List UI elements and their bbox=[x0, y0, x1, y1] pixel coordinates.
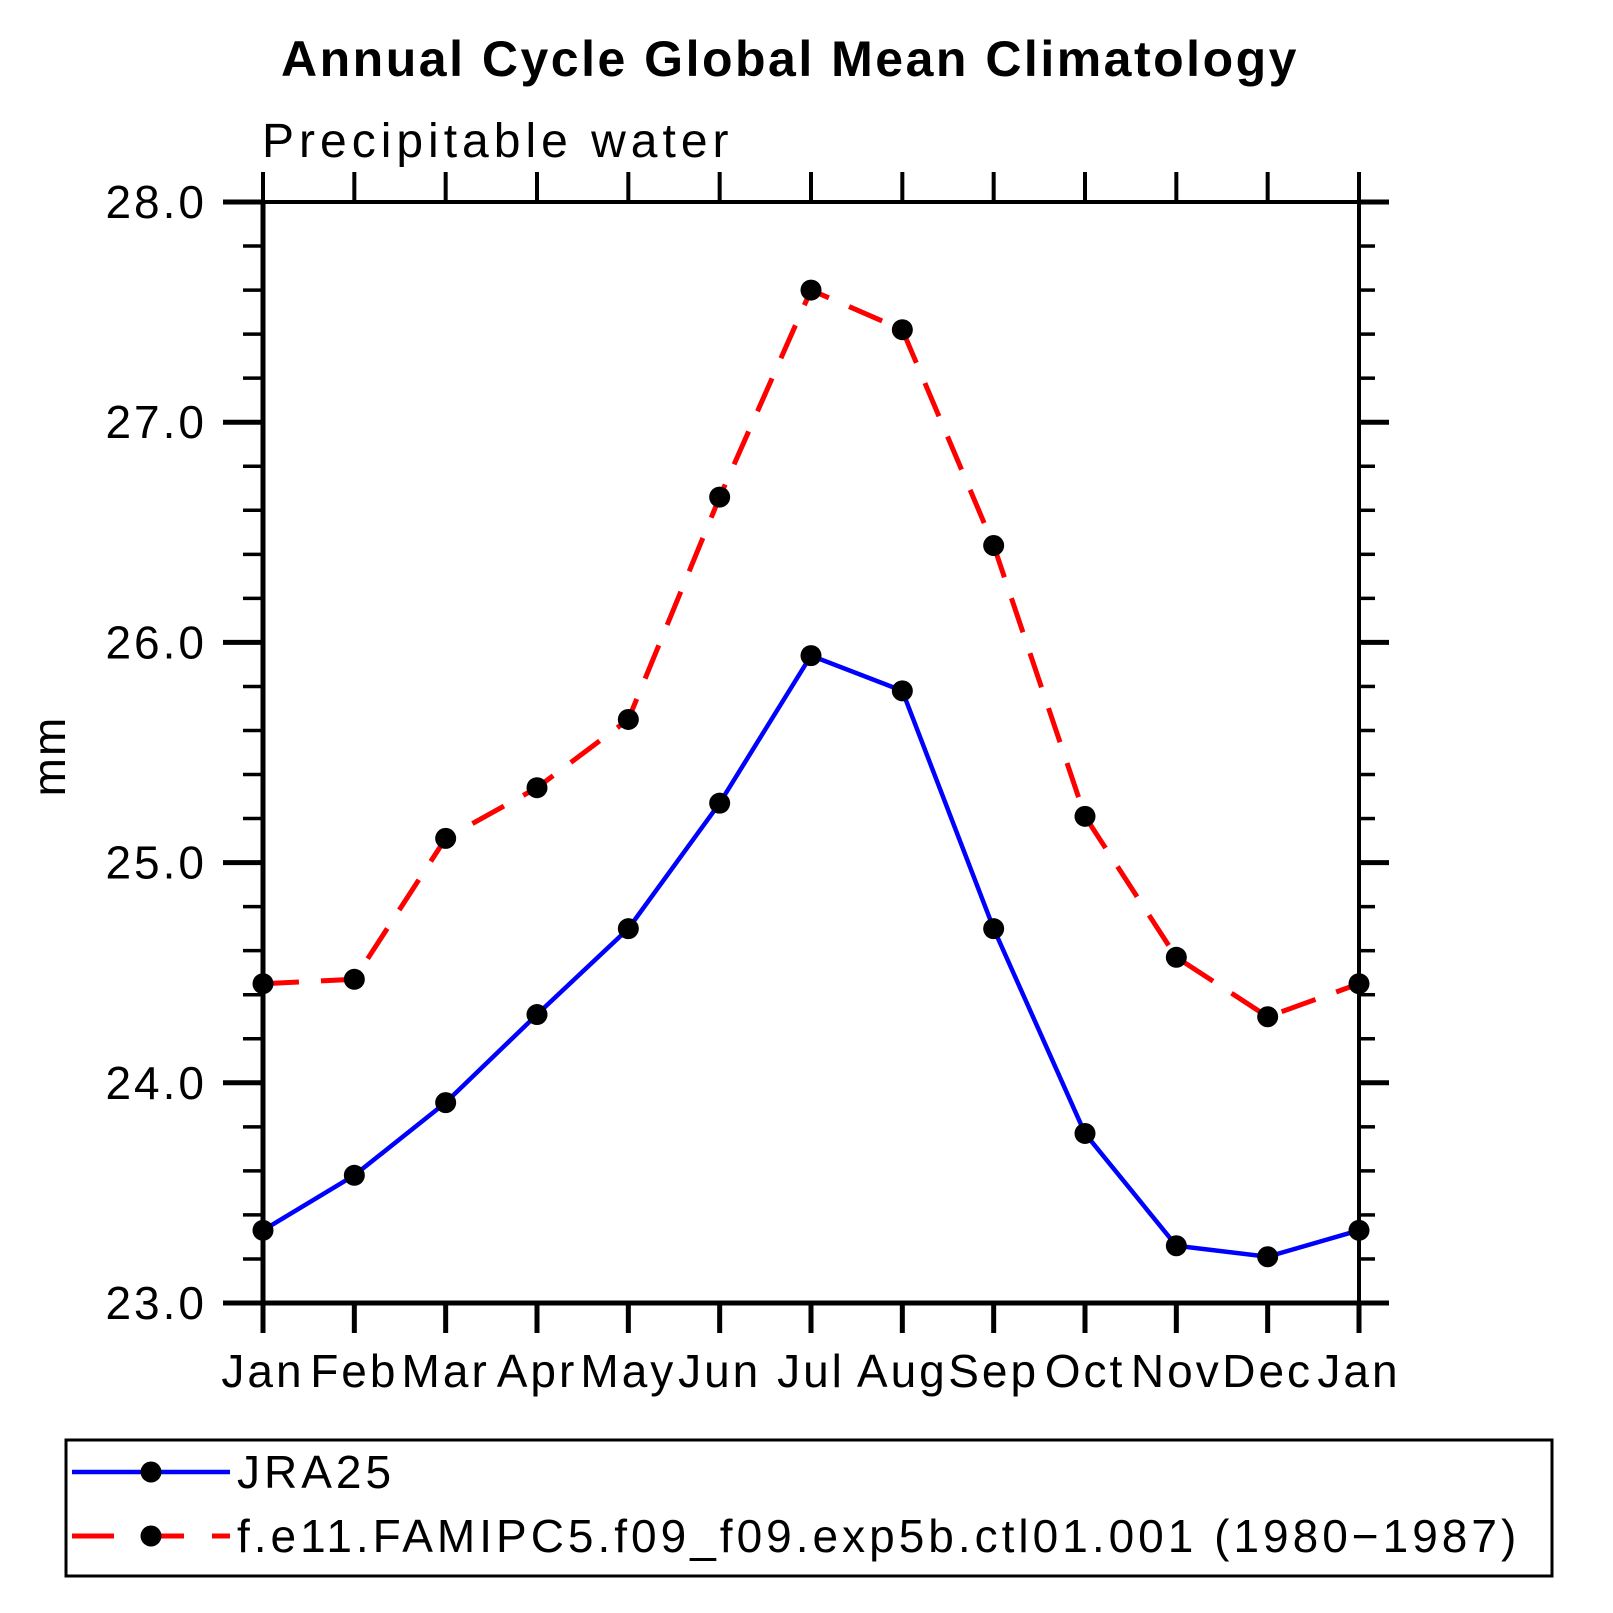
x-tick-label: Sep bbox=[948, 1345, 1039, 1397]
chart-title: Annual Cycle Global Mean Climatology bbox=[281, 31, 1299, 87]
data-point-marker bbox=[891, 680, 913, 702]
legend-label-jra25: JRA25 bbox=[237, 1446, 395, 1498]
data-point-marker bbox=[709, 792, 731, 814]
legend-label-model: f.e11.FAMIPC5.f09_f09.exp5b.ctl01.001 (1… bbox=[237, 1510, 1520, 1562]
data-point-marker bbox=[252, 1219, 274, 1241]
x-tick-label: Feb bbox=[310, 1345, 398, 1397]
data-point-marker bbox=[617, 708, 639, 730]
legend-box bbox=[64, 1438, 1554, 1578]
legend: JRA25 f.e11.FAMIPC5.f09_f09.exp5b.ctl01.… bbox=[64, 1438, 1554, 1578]
x-tick-label: Mar bbox=[402, 1345, 490, 1397]
x-tick-label: Nov bbox=[1131, 1345, 1222, 1397]
legend-marker bbox=[140, 1461, 162, 1483]
legend-marker bbox=[140, 1525, 162, 1547]
x-tick-label: May bbox=[580, 1345, 676, 1397]
series-line-jra25 bbox=[261, 652, 1360, 1260]
data-point-marker bbox=[1348, 973, 1370, 995]
y-tick-label: 23.0 bbox=[105, 1277, 207, 1329]
y-tick-label: 25.0 bbox=[105, 837, 207, 889]
x-tick-label: Jan bbox=[1317, 1345, 1400, 1397]
data-point-marker bbox=[983, 918, 1005, 940]
data-point-marker bbox=[1074, 805, 1096, 827]
data-point-marker bbox=[526, 777, 548, 799]
y-tick-label: 28.0 bbox=[105, 176, 207, 228]
y-tick-label: 24.0 bbox=[105, 1057, 207, 1109]
y-tick-label: 27.0 bbox=[105, 396, 207, 448]
data-point-marker bbox=[435, 1092, 457, 1114]
chart-subtitle: Precipitable water bbox=[262, 115, 734, 168]
x-tick-label: Dec bbox=[1222, 1345, 1313, 1397]
legend-key-model bbox=[72, 1525, 230, 1547]
data-point-marker bbox=[343, 968, 365, 990]
data-point-marker bbox=[1348, 1219, 1370, 1241]
legend-key-jra25 bbox=[72, 1461, 230, 1483]
y-tick-label: 26.0 bbox=[105, 616, 207, 668]
x-tick-label: Aug bbox=[857, 1345, 948, 1397]
data-point-marker bbox=[1257, 1246, 1279, 1268]
data-point-marker bbox=[891, 319, 913, 341]
data-point-marker bbox=[1257, 1006, 1279, 1028]
data-point-marker bbox=[1165, 1235, 1187, 1257]
y-axis-label: mm bbox=[23, 716, 75, 797]
data-point-marker bbox=[526, 1004, 548, 1026]
data-point-marker bbox=[617, 918, 639, 940]
data-point-marker bbox=[709, 486, 731, 508]
data-point-marker bbox=[1165, 946, 1187, 968]
x-tick-label: Jul bbox=[777, 1345, 845, 1397]
data-point-marker bbox=[435, 827, 457, 849]
data-point-marker bbox=[800, 279, 822, 301]
x-tick-label: Jan bbox=[221, 1345, 304, 1397]
data-point-marker bbox=[252, 973, 274, 995]
data-point-marker bbox=[800, 645, 822, 667]
data-point-marker bbox=[343, 1164, 365, 1186]
data-point-marker bbox=[983, 535, 1005, 557]
x-tick-label: Jun bbox=[678, 1345, 761, 1397]
x-tick-label: Apr bbox=[497, 1345, 578, 1397]
x-tick-label: Oct bbox=[1045, 1345, 1126, 1397]
data-point-marker bbox=[1074, 1122, 1096, 1144]
